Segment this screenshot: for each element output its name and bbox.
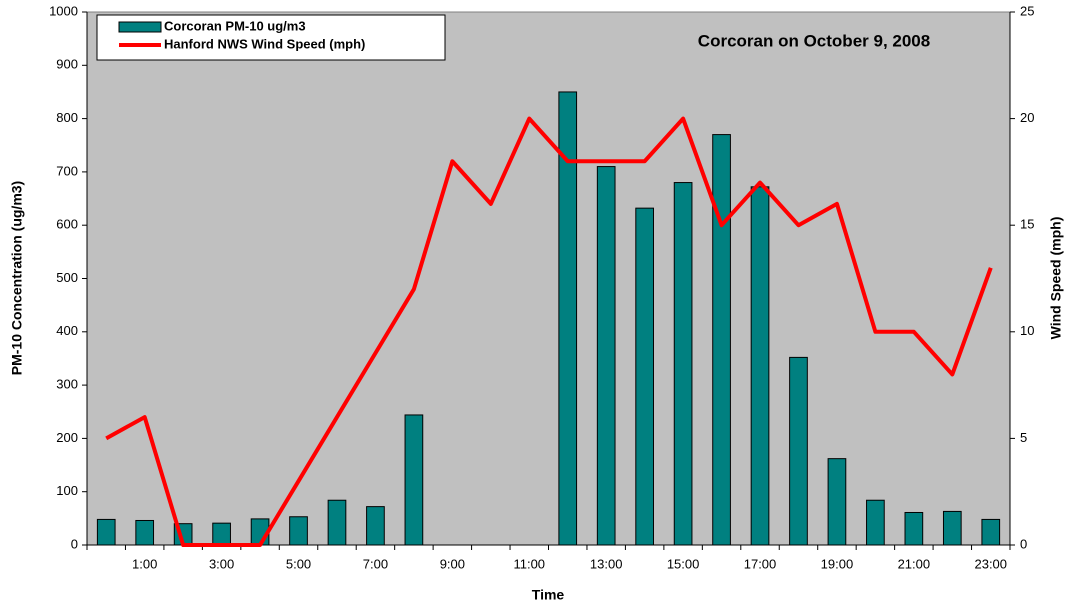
bar xyxy=(327,499,347,546)
y2-tick-label: 25 xyxy=(1020,3,1034,18)
y-tick-label: 300 xyxy=(56,377,78,392)
bar xyxy=(366,506,385,546)
bar xyxy=(135,519,155,546)
bar xyxy=(635,207,654,546)
y-tick-label: 800 xyxy=(56,110,78,125)
bar xyxy=(212,522,231,546)
x-tick-label: 13:00 xyxy=(590,556,623,571)
legend-label: Hanford NWS Wind Speed (mph) xyxy=(164,36,365,51)
y2-tick-label: 5 xyxy=(1020,430,1027,445)
y-axis-title: PM-10 Concentration (ug/m3) xyxy=(9,181,25,375)
y-tick-label: 200 xyxy=(56,430,78,445)
x-axis-title: Time xyxy=(532,587,565,603)
bar xyxy=(289,516,308,546)
x-tick-label: 23:00 xyxy=(974,556,1007,571)
bar xyxy=(596,166,616,546)
bar xyxy=(558,91,578,546)
bar xyxy=(673,182,693,546)
bar xyxy=(750,186,770,546)
bar xyxy=(96,518,116,546)
y-tick-label: 0 xyxy=(71,536,78,551)
x-tick-label: 21:00 xyxy=(898,556,931,571)
legend-swatch xyxy=(118,21,162,33)
y2-tick-label: 0 xyxy=(1020,536,1027,551)
y-tick-label: 100 xyxy=(56,483,78,498)
y-tick-label: 400 xyxy=(56,323,78,338)
x-tick-label: 9:00 xyxy=(440,556,465,571)
bar xyxy=(789,356,808,546)
y2-tick-label: 10 xyxy=(1020,323,1034,338)
bar xyxy=(827,458,847,546)
line xyxy=(105,116,993,547)
x-tick-label: 7:00 xyxy=(363,556,388,571)
legend-label: Corcoran PM-10 ug/m3 xyxy=(164,18,306,33)
bar xyxy=(404,414,424,546)
bar xyxy=(942,510,962,546)
x-tick-label: 1:00 xyxy=(132,556,157,571)
x-tick-label: 15:00 xyxy=(667,556,700,571)
x-tick-label: 17:00 xyxy=(744,556,777,571)
y2-tick-label: 20 xyxy=(1020,110,1034,125)
bar xyxy=(981,518,1001,546)
chart-title: Corcoran on October 9, 2008 xyxy=(698,31,930,50)
y-tick-label: 600 xyxy=(56,217,78,232)
bar xyxy=(904,511,924,546)
y2-tick-label: 15 xyxy=(1020,217,1034,232)
y-tick-label: 1000 xyxy=(49,3,78,18)
y-tick-label: 500 xyxy=(56,270,78,285)
y-tick-label: 700 xyxy=(56,163,78,178)
plot-area xyxy=(86,11,1011,546)
x-tick-label: 19:00 xyxy=(821,556,854,571)
x-tick-label: 5:00 xyxy=(286,556,311,571)
bar xyxy=(712,134,731,546)
y2-axis-title: Wind Speed (mph) xyxy=(1048,217,1064,340)
x-tick-label: 3:00 xyxy=(209,556,234,571)
y-tick-label: 900 xyxy=(56,57,78,72)
bar xyxy=(866,499,885,546)
x-tick-label: 11:00 xyxy=(513,556,545,571)
